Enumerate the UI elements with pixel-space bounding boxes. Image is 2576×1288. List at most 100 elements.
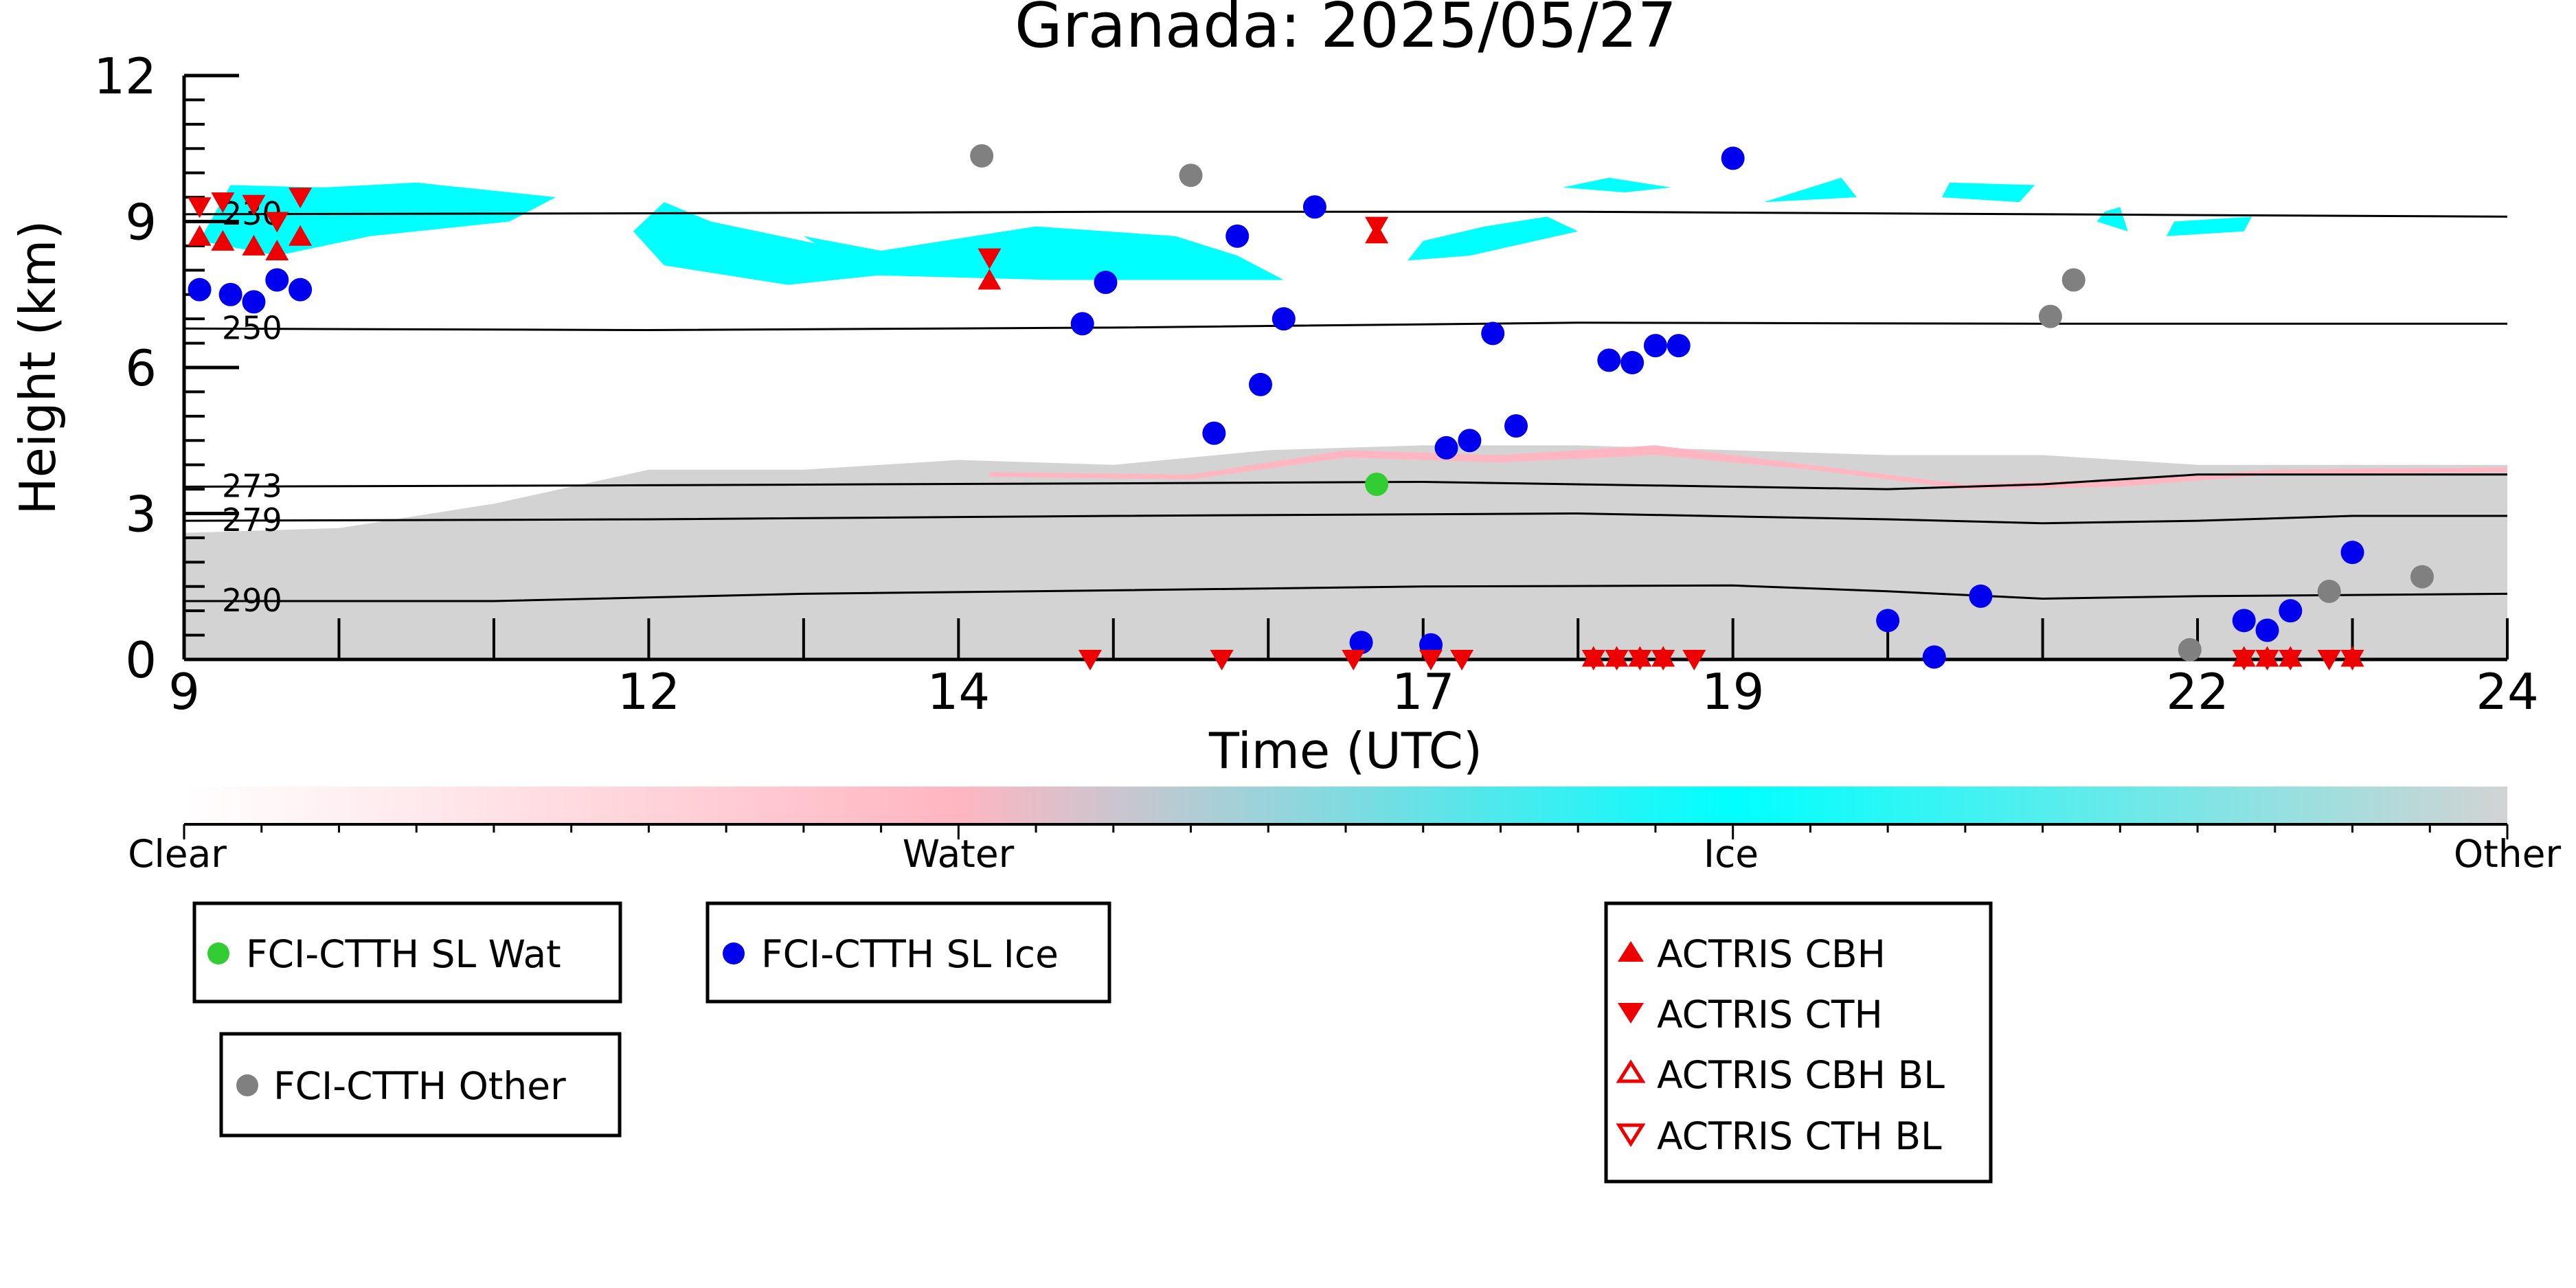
colorbar-label-clear: Clear [128,832,227,876]
isotherm-label-279: 279 [222,501,282,539]
axes: 9 12 14 17 19 22 24 0 3 6 9 12 [93,47,2538,721]
x-tick-label-14: 14 [927,663,991,721]
legend-box [705,901,1111,1004]
marker-actris-cth-14 [1628,650,1652,670]
marker-fci-ctth-sl-ice-7 [1202,421,1226,445]
marker-fci-ctth-other-5 [2317,579,2341,603]
marker-fci-ctth-other-1 [1179,163,1203,188]
marker-actris-cth-11 [1450,650,1474,670]
marker-fci-ctth-sl-ice-16 [1481,321,1505,346]
marker-fci-ctth-sl-ice-3 [265,268,289,292]
colorbar-label-other: Other [2454,832,2562,876]
marker-fci-ctth-sl-ice-28 [2279,599,2303,623]
marker-fci-ctth-sl-ice-2 [242,290,266,314]
marker-fci-ctth-other-6 [2410,565,2434,589]
isotherm-line-250 [183,321,2507,332]
marker-fci-ctth-sl-ice-1 [218,282,242,306]
legend-label-cbh-bl: ACTRIS CBH BL [1657,1053,1945,1097]
marker-fci-ctth-sl-ice-4 [289,278,313,302]
ice-cloud-7 [2097,207,2128,231]
y-tick-label-12: 12 [93,47,157,105]
colorbar-ticks [183,824,2509,839]
marker-actris-cth-17 [2232,650,2256,670]
marker-actris-cth-5 [978,248,1002,269]
legend-actris: ACTRIS CBH ACTRIS CTH ACTRIS CBH BL ACTR… [1604,901,1993,1184]
legend-marker-cbh-bl [1616,1059,1646,1083]
marker-fci-ctth-sl-ice-24 [1922,645,1946,669]
legend-box [1604,901,1993,1184]
legend-other: FCI-CTTH Other [219,1032,622,1138]
isotherm-line-230 [183,210,2508,218]
ice-cloud-4 [1562,177,1671,192]
marker-fci-ctth-sl-ice-10 [1272,307,1296,331]
ice-cloud-8 [2167,216,2252,236]
marker-actris-cth-7 [1078,650,1102,670]
marker-fci-ctth-sl-ice-14 [1434,436,1458,460]
cloud-classification-layer [184,177,2507,659]
legend-marker-wat [207,942,229,964]
x-axis-label: Time (UTC) [1208,722,1482,780]
marker-actris-cth-3 [265,212,289,233]
legend-marker-cth [1618,1003,1644,1024]
marker-fci-ctth-sl-ice-12 [1349,631,1373,655]
y-tick-label-3: 3 [125,486,157,543]
legend-label-cth-bl: ACTRIS CTH BL [1657,1114,1942,1158]
marker-actris-cth-9 [1342,650,1366,670]
colorbar-label-water: Water [903,832,1015,876]
marker-fci-ctth-sl-ice-25 [1969,584,1993,608]
x-tick-label-17: 17 [1392,663,1455,721]
marker-fci-ctth-sl-ice-9 [1248,372,1272,396]
legend-label-ice: FCI-CTTH SL Ice [761,932,1059,976]
marker-fci-ctth-sl-ice-27 [2255,618,2279,642]
marker-actris-cbh-3 [265,240,289,260]
region-water-1 [989,445,2507,490]
marker-actris-cth-6 [1365,216,1389,238]
y-tick-label-0: 0 [125,631,157,689]
isotherm-label-273: 273 [222,468,282,505]
marker-layer [188,144,2434,670]
marker-fci-ctth-sl-ice-6 [1094,271,1118,295]
chart-title: Granada: 2025/05/27 [1015,0,1677,62]
marker-actris-cth-1 [211,192,235,214]
ice-cloud-6 [1942,182,2035,203]
marker-fci-ctth-sl-ice-8 [1225,224,1250,248]
marker-actris-cbh-0 [188,225,212,246]
marker-actris-cbh-4 [289,225,313,246]
marker-fci-ctth-other-2 [2038,304,2062,328]
marker-fci-ctth-sl-ice-20 [1643,334,1667,358]
x-tick-label-12: 12 [618,663,681,721]
region-other-0 [184,445,2507,659]
marker-actris-cth-13 [1605,650,1629,670]
y-axis-label: Height (km) [9,221,67,515]
marker-actris-cth-16 [1682,650,1706,670]
legend-marker-cbh [1618,941,1644,962]
marker-actris-cbh-5 [978,269,1002,290]
legend-marker-cth-bl [1616,1123,1646,1147]
marker-fci-ctth-sl-ice-5 [1070,312,1094,336]
marker-fci-ctth-sl-ice-22 [1721,146,1745,170]
legend-label-other: FCI-CTTH Other [273,1064,566,1108]
marker-fci-ctth-other-4 [2178,637,2202,662]
isotherm-line-279 [183,512,2507,525]
ice-cloud-3 [1408,216,1579,261]
marker-fci-ctth-sl-ice-0 [188,278,212,302]
y-tick-label-9: 9 [125,194,157,251]
legend-label-cth: ACTRIS CTH [1657,993,1883,1037]
isotherm-label-250: 250 [222,309,282,346]
marker-fci-ctth-sl-ice-15 [1458,429,1482,453]
legend-label-cbh: ACTRIS CBH [1657,932,1886,976]
marker-fci-ctth-sl-ice-11 [1302,195,1326,219]
legend-ice: FCI-CTTH SL Ice [705,901,1111,1004]
colorbar: Clear Water Ice Other [128,787,2561,876]
isotherm-line-290 [184,584,2508,602]
marker-actris-cth-20 [2317,650,2341,670]
marker-actris-cth-18 [2255,650,2279,670]
ice-cloud-5 [1763,177,1857,203]
x-tick-label-19: 19 [1702,663,1765,721]
marker-actris-cbh-2 [242,234,266,256]
isotherm-label-290: 290 [222,582,282,619]
marker-actris-cth-4 [289,188,313,209]
marker-actris-cth-15 [1651,650,1675,670]
marker-fci-ctth-sl-ice-23 [1876,609,1900,633]
